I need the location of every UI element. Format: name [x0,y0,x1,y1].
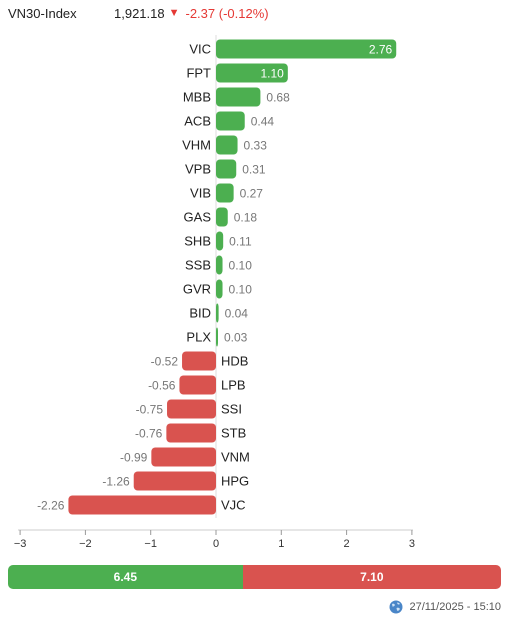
ticker-label-hpg: HPG [221,474,249,489]
value-label-vic: 2.76 [369,43,393,57]
value-label-hpg: -1.26 [102,475,130,489]
ticker-label-ssi: SSI [221,402,242,417]
value-label-fpt: 1.10 [260,67,284,81]
value-label-ssb: 0.10 [229,259,253,273]
value-label-vhm: 0.33 [244,139,268,153]
value-label-shb: 0.11 [229,235,252,249]
bar-gas [216,207,228,227]
bar-gvr [216,279,223,299]
ticker-label-vnm: VNM [221,450,250,465]
ticker-label-hdb: HDB [221,354,248,369]
bar-ssb [216,255,223,275]
bar-plx [216,327,218,347]
value-label-plx: 0.03 [224,331,248,345]
ticker-label-stb: STB [221,426,246,441]
index-value: 1,921.18 [114,5,165,21]
value-label-stb: -0.76 [135,427,163,441]
bar-hdb [182,351,216,371]
ticker-label-bid: BID [189,306,211,321]
x-tick-label: −3 [14,538,27,550]
ticker-label-vjc: VJC [221,498,246,513]
value-label-lpb: -0.56 [148,379,176,393]
ticker-label-vhm: VHM [182,138,211,153]
value-label-vpb: 0.31 [242,163,266,177]
ticker-label-vic: VIC [189,42,211,57]
summary-bar: 6.45 7.10 [8,565,501,589]
globe-icon [389,600,403,614]
ticker-label-acb: ACB [184,114,211,129]
index-name: VN30-Index [8,5,77,21]
bar-vib [216,183,234,203]
footer: 27/11/2025 - 15:10 [389,600,501,614]
value-label-hdb: -0.52 [151,355,179,369]
bar-ssi [167,399,216,419]
bar-vhm [216,135,238,155]
negative-total: 7.10 [242,565,501,589]
bar-stb [166,423,216,443]
value-label-mbb: 0.68 [266,91,290,105]
value-label-gas: 0.18 [234,211,258,225]
ticker-label-gas: GAS [184,210,212,225]
index-change: -2.37 (-0.12%) [185,5,269,21]
ticker-label-gvr: GVR [183,282,211,297]
down-arrow-icon: ▼ [168,7,180,19]
x-tick-label: −1 [144,538,157,550]
bar-vpb [216,159,237,179]
x-tick-label: −2 [79,538,92,550]
value-label-vib: 0.27 [240,187,264,201]
timestamp: 27/11/2025 - 15:10 [409,601,501,613]
ticker-label-ssb: SSB [185,258,211,273]
value-label-bid: 0.04 [225,307,249,321]
bar-mbb [216,87,261,107]
ticker-label-plx: PLX [186,330,211,345]
value-label-vjc: -2.26 [37,499,65,513]
bar-shb [216,231,224,251]
value-label-ssi: -0.75 [136,403,164,417]
bar-vjc [68,495,216,515]
ticker-label-shb: SHB [184,234,211,249]
value-label-gvr: 0.10 [229,283,253,297]
ticker-label-fpt: FPT [186,66,211,81]
ticker-label-vib: VIB [190,186,211,201]
bar-bid [216,303,219,323]
value-label-vnm: -0.99 [120,451,148,465]
x-tick-label: 0 [213,538,219,550]
contribution-chart: VIC 2.76 FPT 1.10 MBB 0.68 ACB 0.44 VHM 0.33 VPB 0.… [14,35,415,550]
x-tick-label: 3 [409,538,415,550]
bar-vic [216,39,397,59]
x-tick-label: 2 [344,538,350,550]
ticker-label-mbb: MBB [183,90,211,105]
ticker-label-vpb: VPB [185,162,211,177]
x-tick-label: 1 [278,538,284,550]
bar-lpb [179,375,216,395]
value-label-acb: 0.44 [251,115,275,129]
bar-vnm [151,447,216,467]
ticker-label-lpb: LPB [221,378,246,393]
bar-acb [216,111,245,131]
index-header: VN30-Index 1,921.18 ▼ -2.37 (-0.12%) [8,4,269,22]
positive-total: 6.45 [8,565,243,589]
bar-fpt [216,63,288,83]
bar-hpg [133,471,216,491]
